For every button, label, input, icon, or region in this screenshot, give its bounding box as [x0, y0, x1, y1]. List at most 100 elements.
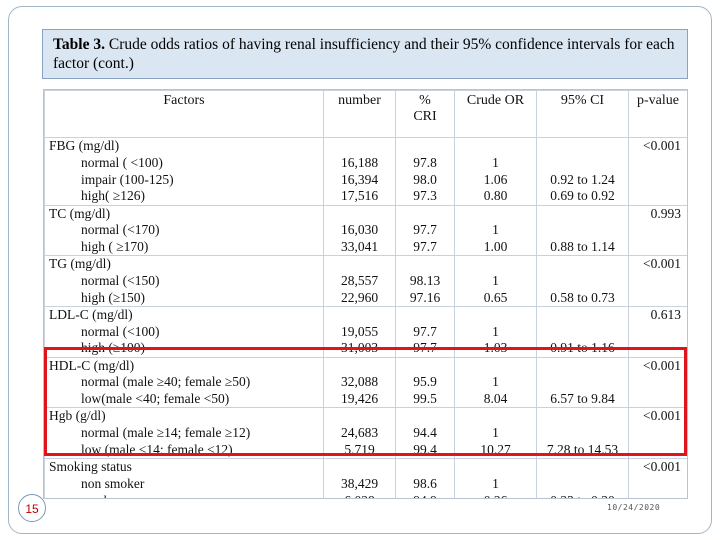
number-cell	[323, 137, 396, 155]
factor-cell: impair (100-125)	[44, 171, 324, 189]
pct-cri-cell: 97.7	[395, 238, 455, 256]
number-cell	[323, 457, 396, 476]
factor-cell: normal (male ≥14; female ≥12)	[44, 424, 324, 442]
p-value-cell: <0.001	[628, 356, 687, 374]
p-value-cell	[628, 289, 687, 307]
p-value-cell: <0.001	[628, 407, 687, 425]
number-cell: 16,394	[323, 171, 396, 189]
pct-cri-cell: 97.8	[395, 154, 455, 172]
number-cell	[323, 255, 396, 273]
header-pct-cri: % CRI	[395, 90, 455, 138]
number-cell: 16,188	[323, 154, 396, 172]
ci-cell	[536, 154, 629, 172]
factor-cell: LDL-C (mg/dl)	[44, 305, 324, 324]
ci-cell	[536, 204, 629, 222]
number-cell: 6,028	[323, 492, 396, 498]
factor-cell: non smoker	[44, 475, 324, 493]
p-value-cell: <0.001	[628, 137, 687, 155]
table-header-row: Factors number % CRI Crude OR 95% CI p-v…	[44, 90, 687, 138]
pct-cri-cell: 97.7	[395, 221, 455, 239]
p-value-cell	[628, 272, 687, 290]
p-value-cell	[628, 323, 687, 341]
crude-or-cell: 1	[454, 272, 537, 290]
crude-or-cell	[454, 204, 537, 222]
factor-cell: normal (<100)	[44, 323, 324, 341]
table-row: high( ≥126) 17,516 97.3 0.80 0.69 to 0.92	[44, 188, 687, 206]
table-title-prefix: Table 3.	[53, 36, 105, 53]
number-cell: 33,041	[323, 238, 396, 256]
crude-or-cell: 1.00	[454, 238, 537, 256]
crude-or-cell	[454, 255, 537, 273]
crude-or-cell: 1	[454, 323, 537, 341]
pct-cri-cell	[395, 255, 455, 273]
p-value-cell	[628, 171, 687, 189]
pct-cri-cell: 99.5	[395, 390, 455, 408]
table-row: high (≥150) 22,960 97.16 0.65 0.58 to 0.73	[44, 289, 687, 307]
table-row: impair (100-125) 16,394 98.0 1.06 0.92 to 1.…	[44, 171, 687, 189]
factor-cell: normal (male ≥40; female ≥50)	[44, 373, 324, 391]
ci-cell: 0.69 to 0.92	[536, 188, 629, 206]
ci-cell	[536, 255, 629, 273]
table-row: normal (<170) 16,030 97.7 1	[44, 221, 687, 239]
crude-or-cell: 0.65	[454, 289, 537, 307]
pct-cri-cell: 94.9	[395, 492, 455, 498]
pct-cri-cell	[395, 305, 455, 324]
number-cell: 28,557	[323, 272, 396, 290]
ci-cell	[536, 323, 629, 341]
ci-cell	[536, 305, 629, 324]
number-cell: 38,429	[323, 475, 396, 493]
number-cell	[323, 305, 396, 324]
table-row: smoker6,02894.90.260.23 to 0.30	[44, 492, 687, 498]
p-value-cell	[628, 238, 687, 256]
table-group-row: Hgb (g/dl) <0.001	[44, 407, 687, 425]
table-row: normal (male ≥14; female ≥12) 24,683 94.4 1	[44, 424, 687, 442]
pct-cri-cell	[395, 204, 455, 222]
crude-or-cell: 1	[454, 221, 537, 239]
crude-or-cell: 0.80	[454, 188, 537, 206]
p-value-cell: <0.001	[628, 457, 687, 476]
pct-cri-cell: 97.7	[395, 323, 455, 341]
factor-cell: high ( ≥170)	[44, 238, 324, 256]
ci-cell	[536, 221, 629, 239]
factor-cell: high (≥150)	[44, 289, 324, 307]
factor-cell: normal (<150)	[44, 272, 324, 290]
p-value-cell	[628, 492, 687, 498]
factor-cell: Hgb (g/dl)	[44, 407, 324, 425]
header-crude-or: Crude OR	[454, 90, 537, 138]
crude-or-cell: 1.06	[454, 171, 537, 189]
table-row: normal ( <100) 16,188 97.8 1	[44, 154, 687, 172]
factor-cell: HDL-C (mg/dl)	[44, 356, 324, 374]
crude-or-cell: 1	[454, 475, 537, 493]
table-row: normal (<100) 19,055 97.7 1	[44, 323, 687, 341]
factor-cell: Smoking status	[44, 457, 324, 476]
factor-cell: normal ( <100)	[44, 154, 324, 172]
ci-cell: 0.92 to 1.24	[536, 171, 629, 189]
pct-cri-cell: 94.4	[395, 424, 455, 442]
ci-cell: 6.57 to 9.84	[536, 390, 629, 408]
ci-cell	[536, 272, 629, 290]
pct-cri-cell	[395, 137, 455, 155]
number-cell: 19,426	[323, 390, 396, 408]
table-row: non smoker 38,429 98.6 1	[44, 475, 687, 493]
ci-cell: 0.23 to 0.30	[536, 492, 629, 498]
pct-cri-cell: 97.3	[395, 188, 455, 206]
number-cell	[323, 204, 396, 222]
ci-cell: 0.88 to 1.14	[536, 238, 629, 256]
ci-cell	[536, 137, 629, 155]
number-cell: 22,960	[323, 289, 396, 307]
table-row: normal (<150) 28,557 98.13 1	[44, 272, 687, 290]
table-group-row: FBG (mg/dl) <0.001	[44, 137, 687, 155]
pct-cri-cell	[395, 457, 455, 476]
ci-cell	[536, 475, 629, 493]
number-cell: 17,516	[323, 188, 396, 206]
number-cell: 19,055	[323, 323, 396, 341]
factor-cell: TG (mg/dl)	[44, 255, 324, 273]
crude-or-cell	[454, 137, 537, 155]
table-group-row: HDL-C (mg/dl) <0.001	[44, 356, 687, 374]
hdl-hgb-highlight-box	[44, 347, 687, 456]
crude-or-cell: 0.26	[454, 492, 537, 498]
table-group-row: TC (mg/dl) 0.993	[44, 204, 687, 222]
pct-cri-cell: 98.13	[395, 272, 455, 290]
header-factors: Factors	[44, 90, 324, 138]
factor-cell: FBG (mg/dl)	[44, 137, 324, 155]
